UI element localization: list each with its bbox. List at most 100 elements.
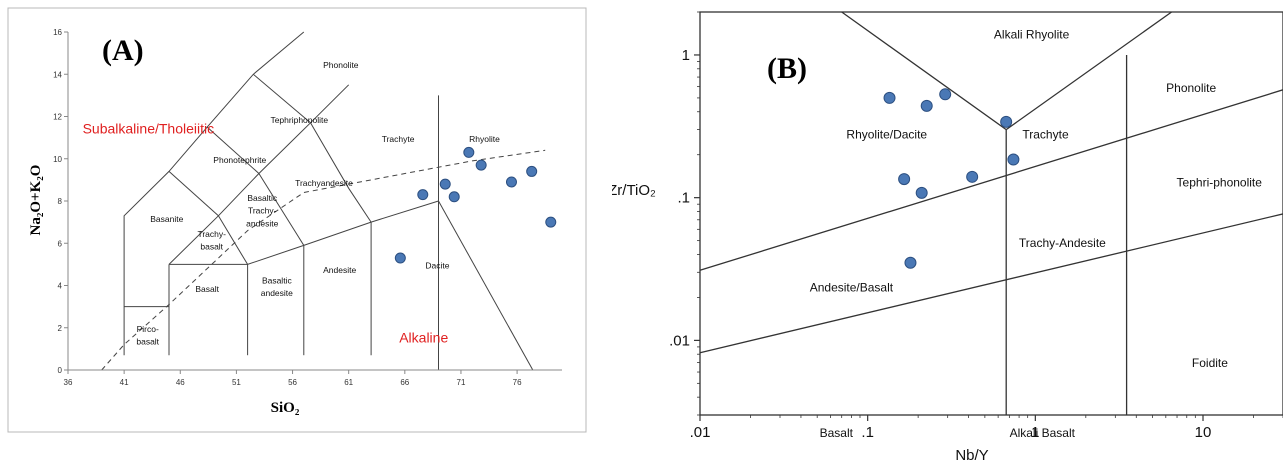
classification-boundary-line [1005,11,1172,131]
tas-boundary-line [438,200,534,371]
data-point [448,191,460,203]
data-point [966,170,979,183]
tas-field-label: basalt [200,242,223,252]
classification-field-label: Trachyte [1022,127,1069,141]
tas-field-label: Phonolite [323,60,359,70]
panel-b-label: (B) [767,52,807,85]
tas-field-label: Basaltic [247,193,278,203]
chart-b-x-tick-label: 1 [1031,424,1039,441]
classification-boundary-line [699,213,1283,354]
chart-a-y-tick-label: 12 [53,113,62,122]
tas-boundary-line [217,215,249,265]
chart-b-x-tick-label: .01 [690,424,711,441]
panel-a-label: (A) [102,34,144,67]
tas-boundary-line [123,31,305,356]
tas-field-label: Basaltic [262,275,293,285]
tas-field-boundaries [101,31,546,371]
classification-boundary-line [699,89,1283,271]
data-point [898,173,911,186]
data-point [417,189,429,201]
data-point [463,146,475,158]
data-point [883,91,896,104]
classification-field-boundaries [699,11,1283,415]
tas-field-labels: Phonolite Tephriphonolite Trachyte Rhyolite… [83,60,501,347]
classification-field-labels: Alkali Rhyolite Phonolite Rhyolite/Dacite T… [810,28,1263,440]
chart-a-xlabel: SiO₂ [271,400,300,416]
tas-boundary-line [206,126,260,174]
classification-field-label: Tephri-phonolite [1177,175,1263,189]
tas-boundary-line [168,171,219,217]
chart-a-y-tick-label: 8 [58,197,63,206]
chart-a-frame [7,7,587,433]
data-point [394,252,406,264]
tas-field-label: andesite [246,218,278,228]
chart-a-x-tick-label: 66 [400,378,409,387]
classification-field-label: Andesite/Basalt [810,281,894,295]
data-point [526,165,538,177]
chart-a-y-tick-label: 14 [53,70,62,79]
chart-a-y-tick-label: 4 [58,282,63,291]
classification-field-label: Basalt [820,426,854,440]
chart-a-x-tick-label: 56 [288,378,297,387]
alkaline-subalkaline-divider [101,149,546,371]
chart-a-x-tick-label: 46 [176,378,185,387]
chart-b-y-tick-label: 1 [682,47,690,64]
tas-diagram-panel: 36 41 46 51 56 61 66 71 76 0 2 4 6 8 10 12 14 16 Phonolit… [0,0,600,466]
tas-field-label: Trachyte [382,134,415,144]
classification-field-label: Alkali Rhyolite [994,28,1070,42]
tas-boundary-line [252,73,311,124]
data-point [545,216,557,228]
chart-a-x-tick-label: 61 [344,378,353,387]
classification-boundary-line [841,11,1007,131]
tas-region-annotation: Alkaline [399,330,448,346]
classification-field-label: Alkali Basalt [1010,426,1076,440]
data-point [904,256,917,269]
chart-a-y-tick-label: 10 [53,155,62,164]
tas-region-annotation: Subalkaline/Tholeiitic [83,120,215,136]
chart-b-points [883,88,1020,269]
chart-b-ylabel: Zr/TiO₂ [612,182,656,199]
chart-a-x-tick-label: 41 [120,378,129,387]
tas-field-label: Trachy- [197,229,226,239]
tas-field-label: Andesite [323,265,356,275]
tas-field-label: Pirco- [137,324,159,334]
chart-b-xlabel: Nb/Y [955,447,988,464]
tas-boundary-line [258,173,305,246]
tas-field-label: Phonotephrite [213,155,266,165]
winchester-floyd-diagram-panel: .01 .1 1 10 .01 .1 1 Alkali Rhyolite Phonolite R… [608,0,1283,466]
data-point [1007,153,1020,166]
tas-field-label: Trachyandesite [295,178,353,188]
classification-field-label: Rhyolite/Dacite [846,127,927,141]
data-point [1000,115,1013,128]
chart-b-y-tick-label: .01 [669,332,690,349]
chart-a-x-tick-label: 51 [232,378,241,387]
chart-b-y-tick-label: .1 [677,190,690,207]
chart-b-x-tick-label: 10 [1195,424,1212,441]
data-point [915,186,928,199]
tas-field-label: Dacite [425,261,449,271]
chart-b-x-tick-label: .1 [861,424,874,441]
data-point [920,99,933,112]
data-point [505,176,517,188]
tas-field-label: Basanite [150,214,183,224]
data-point [475,159,487,171]
zr-tio2-nb-y-chart-svg: .01 .1 1 10 .01 .1 1 Alkali Rhyolite Phonolite R… [608,11,1283,464]
classification-field-label: Phonolite [1166,81,1216,95]
chart-a-x-tick-label: 36 [64,378,73,387]
chart-b-axes: .01 .1 1 10 .01 .1 1 [669,11,1283,441]
tas-field-label: Trachy- [248,206,277,216]
chart-a-x-tick-label: 76 [513,378,522,387]
chart-a-points [394,146,557,264]
tas-boundary-line [310,122,372,223]
chart-a-y-tick-label: 16 [53,28,62,37]
chart-a-y-tick-label: 6 [58,239,63,248]
classification-field-label: Trachy-Andesite [1019,236,1106,250]
tas-field-label: Basalt [195,284,219,294]
tas-field-label: andesite [261,288,293,298]
tas-field-label: Rhyolite [469,134,500,144]
tas-field-label: basalt [136,337,159,347]
chart-a-y-tick-label: 2 [58,324,63,333]
classification-field-label: Foidite [1192,356,1228,370]
